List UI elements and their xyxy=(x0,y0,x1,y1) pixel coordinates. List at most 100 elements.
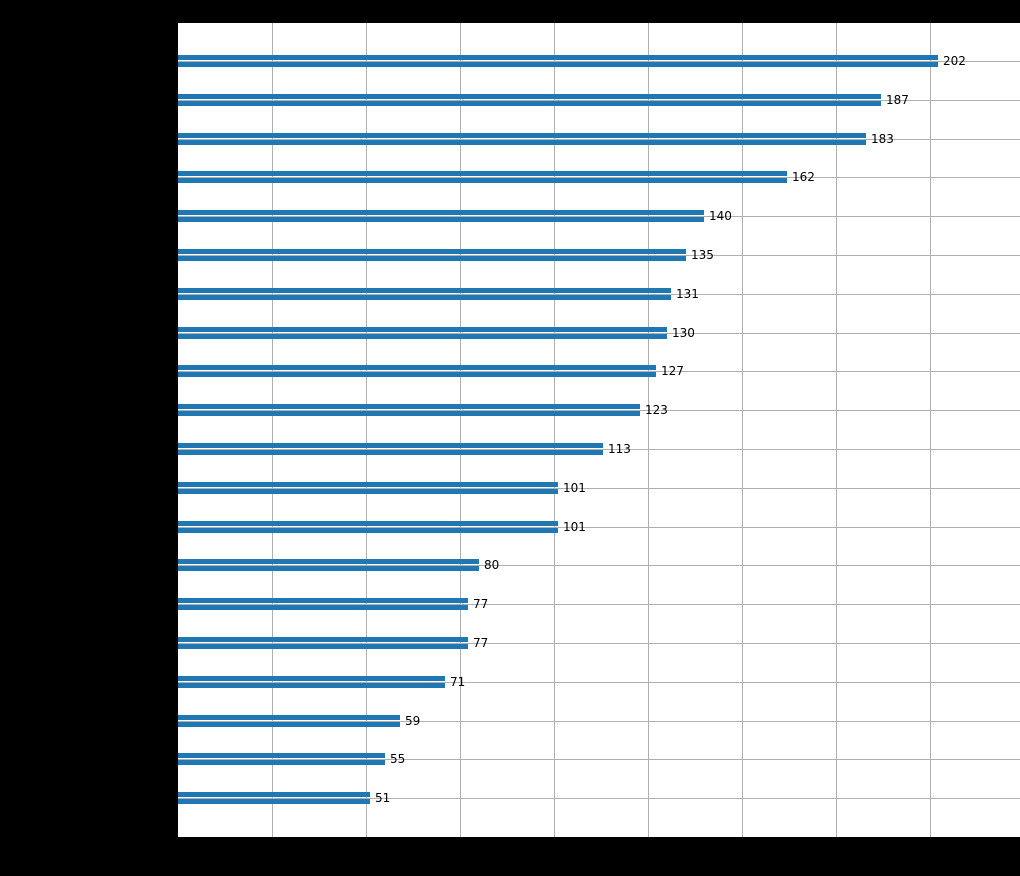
bar xyxy=(178,715,400,727)
bar-segment xyxy=(178,760,385,765)
bar xyxy=(178,482,558,494)
bar-segment xyxy=(178,62,938,67)
bar-segment xyxy=(178,372,656,377)
bar-segment xyxy=(178,637,468,642)
y-gridline xyxy=(178,527,1020,528)
y-gridline xyxy=(178,371,1020,372)
bar-segment xyxy=(178,753,385,758)
bar-segment xyxy=(178,799,370,804)
bar-segment xyxy=(178,365,656,370)
y-gridline xyxy=(178,721,1020,722)
y-gridline xyxy=(178,61,1020,62)
bar-segment xyxy=(178,683,445,688)
bar-segment xyxy=(178,605,468,610)
bar xyxy=(178,327,667,339)
bar-segment xyxy=(178,521,558,526)
bar-segment xyxy=(178,411,640,416)
bar-segment xyxy=(178,528,558,533)
y-gridline xyxy=(178,255,1020,256)
x-gridline xyxy=(742,23,743,837)
y-gridline xyxy=(178,682,1020,683)
y-gridline xyxy=(178,798,1020,799)
y-gridline xyxy=(178,100,1020,101)
bar xyxy=(178,55,938,67)
bar-segment xyxy=(178,334,667,339)
bar-value-label: 51 xyxy=(375,791,391,805)
x-gridline xyxy=(272,23,273,837)
bar xyxy=(178,598,468,610)
x-gridline xyxy=(460,23,461,837)
bar-value-label: 162 xyxy=(792,170,815,184)
bar-segment xyxy=(178,676,445,681)
bar-value-label: 131 xyxy=(676,287,699,301)
bar xyxy=(178,365,656,377)
bar-segment xyxy=(178,210,704,215)
bar-value-label: 135 xyxy=(691,248,714,262)
bar-value-label: 127 xyxy=(661,364,684,378)
x-gridline xyxy=(366,23,367,837)
bar-segment xyxy=(178,327,667,332)
bar-segment xyxy=(178,450,603,455)
bar-segment xyxy=(178,55,938,60)
bar-segment xyxy=(178,489,558,494)
y-gridline xyxy=(178,488,1020,489)
bar-segment xyxy=(178,404,640,409)
x-gridline xyxy=(554,23,555,837)
bar-segment xyxy=(178,178,787,183)
y-gridline xyxy=(178,643,1020,644)
bar-value-label: 101 xyxy=(563,520,586,534)
y-gridline xyxy=(178,410,1020,411)
x-gridline xyxy=(836,23,837,837)
bar xyxy=(178,521,558,533)
bar-value-label: 130 xyxy=(672,326,695,340)
bar-segment xyxy=(178,598,468,603)
bar-segment xyxy=(178,133,866,138)
bar xyxy=(178,288,671,300)
bar-segment xyxy=(178,140,866,145)
bar-value-label: 183 xyxy=(871,132,894,146)
bar xyxy=(178,404,640,416)
bar-segment xyxy=(178,715,400,720)
bar xyxy=(178,559,479,571)
bar xyxy=(178,792,370,804)
bar-value-label: 101 xyxy=(563,481,586,495)
bar-value-label: 80 xyxy=(484,558,500,572)
y-gridline xyxy=(178,177,1020,178)
bar-segment xyxy=(178,256,686,261)
y-gridline xyxy=(178,759,1020,760)
bar-segment xyxy=(178,171,787,176)
y-gridline xyxy=(178,294,1020,295)
bar-value-label: 187 xyxy=(886,93,909,107)
bar-segment xyxy=(178,482,558,487)
bar xyxy=(178,753,385,765)
y-gridline xyxy=(178,216,1020,217)
bar-value-label: 77 xyxy=(473,597,489,611)
bar-segment xyxy=(178,94,881,99)
plot-area: 202 187 183 162 140 135 131 130 127 123 113 101 101 8… xyxy=(176,22,1020,838)
bar-segment xyxy=(178,722,400,727)
y-gridline xyxy=(178,604,1020,605)
bar-segment xyxy=(178,288,671,293)
bar-segment xyxy=(178,559,479,564)
x-gridline xyxy=(648,23,649,837)
bar-value-label: 77 xyxy=(473,636,489,650)
y-gridline xyxy=(178,565,1020,566)
bar xyxy=(178,443,603,455)
bar-value-label: 59 xyxy=(405,714,421,728)
bar-segment xyxy=(178,566,479,571)
bar-segment xyxy=(178,443,603,448)
bar xyxy=(178,249,686,261)
bar-value-label: 55 xyxy=(390,752,406,766)
bar-segment xyxy=(178,792,370,797)
bar xyxy=(178,171,787,183)
bar-value-label: 123 xyxy=(645,403,668,417)
bar-segment xyxy=(178,644,468,649)
bar-segment xyxy=(178,217,704,222)
bar xyxy=(178,676,445,688)
bar-segment xyxy=(178,249,686,254)
bar-segment xyxy=(178,295,671,300)
bar xyxy=(178,637,468,649)
bar-value-label: 113 xyxy=(608,442,631,456)
bar xyxy=(178,210,704,222)
